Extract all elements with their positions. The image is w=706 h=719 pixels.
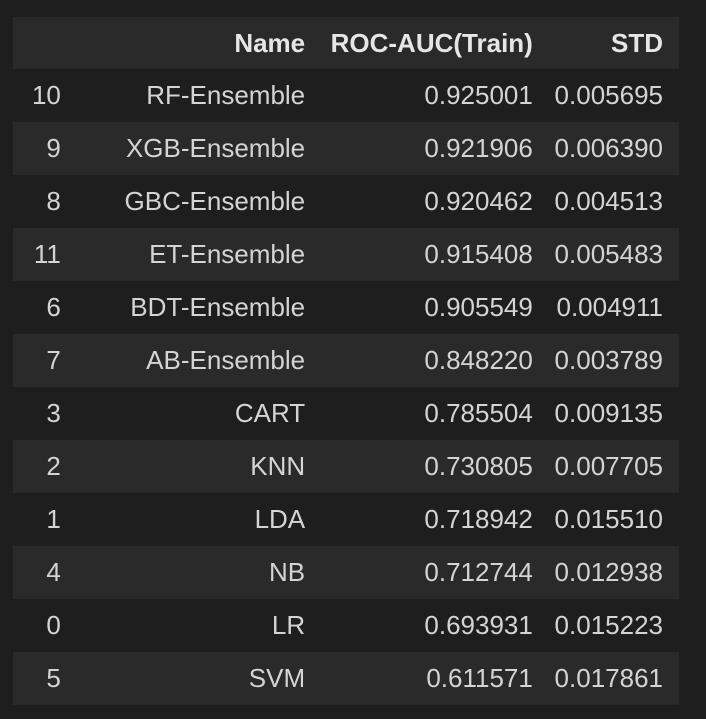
row-name: LDA xyxy=(254,504,306,534)
row-name: ET-Ensemble xyxy=(149,239,306,269)
row-name: CART xyxy=(234,398,306,428)
row-index: 10 xyxy=(31,80,61,110)
row-roc-auc: 0.693931 xyxy=(424,610,533,640)
header-std: STD xyxy=(611,27,663,58)
row-roc-auc: 0.712744 xyxy=(424,557,533,587)
row-std: 0.007705 xyxy=(554,451,663,481)
row-name: LR xyxy=(271,610,306,640)
header-index xyxy=(13,17,75,69)
table-row: 1 LDA 0.718942 0.015510 xyxy=(13,493,679,546)
table-row: 9 XGB-Ensemble 0.921906 0.006390 xyxy=(13,122,679,175)
row-index: 2 xyxy=(46,451,61,481)
table-body: 10 RF-Ensemble 0.925001 0.005695 9 XGB-Ensemb… xyxy=(13,69,679,705)
table-row: 5 SVM 0.611571 0.017861 xyxy=(13,652,679,705)
row-index: 3 xyxy=(46,398,61,428)
row-name: RF-Ensemble xyxy=(146,80,306,110)
row-name: AB-Ensemble xyxy=(146,345,306,375)
row-index: 11 xyxy=(33,239,61,269)
row-roc-auc: 0.915408 xyxy=(424,239,533,269)
table-row: 4 NB 0.712744 0.012938 xyxy=(13,546,679,599)
row-name: KNN xyxy=(250,451,306,481)
table-row: 3 CART 0.785504 0.009135 xyxy=(13,387,679,440)
header-roc-auc: ROC-AUC(Train) xyxy=(330,27,533,58)
row-roc-auc: 0.718942 xyxy=(424,504,533,534)
row-std: 0.005483 xyxy=(554,239,663,269)
row-std: 0.015510 xyxy=(554,504,663,534)
row-index: 8 xyxy=(46,186,61,216)
row-roc-auc: 0.611571 xyxy=(426,663,533,693)
row-index: 4 xyxy=(46,557,61,587)
row-roc-auc: 0.925001 xyxy=(424,80,533,110)
table-row: 2 KNN 0.730805 0.007705 xyxy=(13,440,679,493)
row-roc-auc: 0.785504 xyxy=(424,398,533,428)
row-name: GBC-Ensemble xyxy=(124,186,306,216)
dataframe-table: Name ROC-AUC(Train) STD 10 RF-Ensemble 0.9… xyxy=(13,17,679,705)
row-std: 0.012938 xyxy=(554,557,663,587)
row-name: SVM xyxy=(248,663,306,693)
row-roc-auc: 0.921906 xyxy=(424,133,533,163)
row-roc-auc: 0.848220 xyxy=(424,345,533,375)
row-std: 0.009135 xyxy=(554,398,663,428)
row-std: 0.004513 xyxy=(554,186,663,216)
table-row: 7 AB-Ensemble 0.848220 0.003789 xyxy=(13,334,679,387)
row-roc-auc: 0.730805 xyxy=(424,451,533,481)
table-header-row: Name ROC-AUC(Train) STD xyxy=(13,17,679,69)
row-index: 9 xyxy=(46,133,61,163)
row-std: 0.003789 xyxy=(554,345,663,375)
row-index: 1 xyxy=(46,504,61,534)
table-row: 11 ET-Ensemble 0.915408 0.005483 xyxy=(13,228,679,281)
row-name: NB xyxy=(269,557,306,587)
row-index: 6 xyxy=(46,292,61,322)
row-std: 0.004911 xyxy=(556,292,663,322)
row-name: XGB-Ensemble xyxy=(125,133,306,163)
table-row: 6 BDT-Ensemble 0.905549 0.004911 xyxy=(13,281,679,334)
row-name: BDT-Ensemble xyxy=(130,292,306,322)
row-std: 0.005695 xyxy=(554,80,663,110)
row-roc-auc: 0.905549 xyxy=(424,292,533,322)
row-std: 0.006390 xyxy=(554,133,663,163)
table-row: 0 LR 0.693931 0.015223 xyxy=(13,599,679,652)
row-std: 0.017861 xyxy=(554,663,663,693)
table-row: 10 RF-Ensemble 0.925001 0.005695 xyxy=(13,69,679,122)
header-name: Name xyxy=(234,27,306,58)
row-index: 5 xyxy=(46,663,61,693)
row-roc-auc: 0.920462 xyxy=(424,186,533,216)
row-index: 0 xyxy=(46,610,61,640)
table-row: 8 GBC-Ensemble 0.920462 0.004513 xyxy=(13,175,679,228)
row-index: 7 xyxy=(46,345,61,375)
row-std: 0.015223 xyxy=(554,610,663,640)
